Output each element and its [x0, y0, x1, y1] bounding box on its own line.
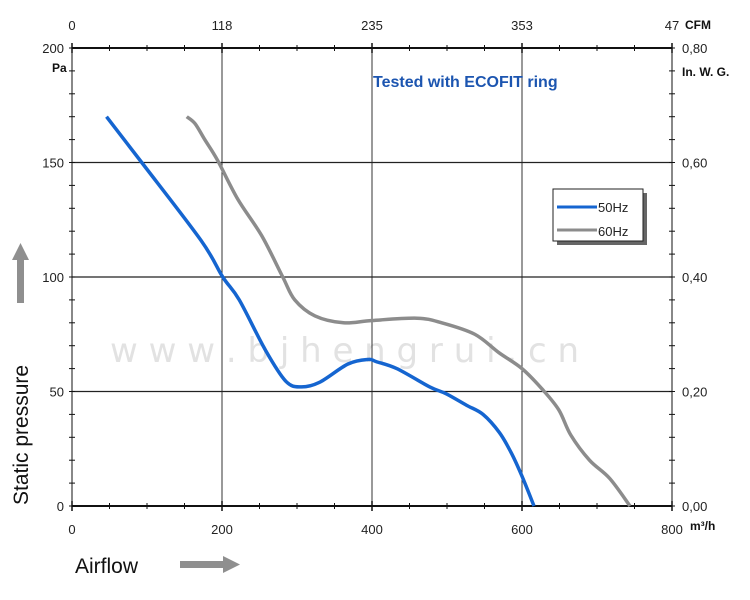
x-tick-label: 600 [511, 522, 533, 537]
x-tick-label: 800 [661, 522, 683, 537]
y-tick-label: 200 [42, 41, 64, 56]
series [105, 115, 632, 508]
y2-tick-label: 0,20 [682, 385, 707, 400]
y2-tick-label: 0,60 [682, 156, 707, 171]
y-tick-label: 0 [57, 499, 64, 514]
x-tick-label: 0 [68, 522, 75, 537]
y-tick-label: 150 [42, 156, 64, 171]
x2-unit: CFM [685, 18, 711, 32]
y2-unit: In. W. G. [682, 65, 729, 79]
x-tick-label: 400 [361, 522, 383, 537]
y-axis-title: Static pressure [10, 365, 33, 505]
y2-tick-label: 0,40 [682, 270, 707, 285]
x-tick-label: 200 [211, 522, 233, 537]
x2-tick-label: 118 [212, 18, 233, 33]
series-line-50hz [105, 115, 536, 507]
chart-title: Tested with ECOFIT ring [373, 74, 558, 91]
y-tick-label: 50 [50, 385, 64, 400]
legend: 50Hz 60Hz [552, 188, 647, 245]
legend-label-50hz: 50Hz [598, 200, 628, 215]
x2-tick-label: 353 [511, 18, 533, 33]
right-arrow-icon [180, 556, 240, 573]
grid [72, 48, 672, 506]
x2-tick-label: 47 [665, 18, 679, 33]
y2-tick-label: 0,00 [682, 499, 707, 514]
x-axis-title: Airflow [75, 555, 139, 578]
y-tick-label: 100 [42, 270, 64, 285]
y2-tick-label: 0,80 [682, 41, 707, 56]
series-line-60hz [185, 115, 632, 508]
x-unit: m³/h [690, 519, 715, 533]
up-arrow-icon [12, 243, 29, 303]
x2-tick-label: 235 [361, 18, 383, 33]
x2-tick-label: 0 [68, 18, 75, 33]
y-unit: Pa [52, 61, 67, 75]
legend-label-60hz: 60Hz [598, 224, 628, 239]
